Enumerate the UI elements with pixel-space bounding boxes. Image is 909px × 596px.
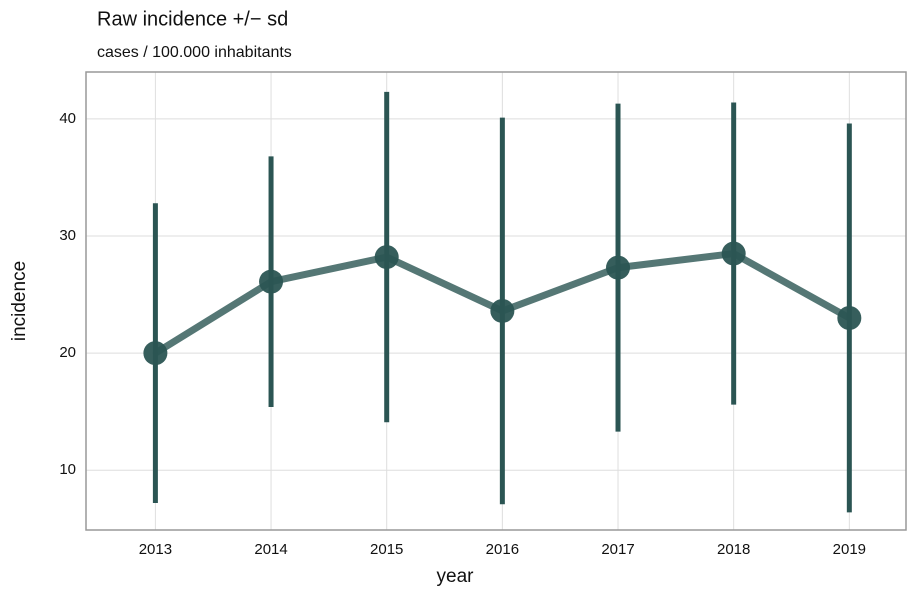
point bbox=[837, 305, 862, 330]
point bbox=[490, 298, 515, 323]
y-tick-label: 40 bbox=[59, 110, 76, 127]
chart-subtitle: cases / 100.000 inhabitants bbox=[97, 44, 292, 61]
y-tick-label: 10 bbox=[59, 461, 76, 478]
point bbox=[374, 245, 399, 270]
x-tick-label: 2014 bbox=[254, 541, 287, 558]
plot-border bbox=[85, 71, 907, 531]
x-tick-label: 2016 bbox=[486, 541, 519, 558]
point bbox=[259, 269, 284, 294]
point bbox=[606, 255, 631, 280]
y-tick-label: 30 bbox=[59, 227, 76, 244]
x-tick-label: 2017 bbox=[601, 541, 634, 558]
y-axis-label: incidence bbox=[9, 261, 30, 341]
x-tick-label: 2018 bbox=[717, 541, 750, 558]
x-tick-label: 2015 bbox=[370, 541, 403, 558]
x-tick-label: 2019 bbox=[833, 541, 866, 558]
point bbox=[143, 341, 168, 366]
chart-title: Raw incidence +/− sd bbox=[97, 8, 288, 30]
y-tick-label: 20 bbox=[59, 344, 76, 361]
x-axis-label: year bbox=[437, 566, 475, 587]
x-tick-label: 2013 bbox=[139, 541, 172, 558]
point bbox=[721, 241, 746, 266]
